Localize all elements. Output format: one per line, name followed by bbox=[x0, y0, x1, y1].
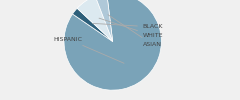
Wedge shape bbox=[64, 0, 161, 90]
Text: BLACK: BLACK bbox=[93, 23, 163, 29]
Wedge shape bbox=[72, 8, 113, 42]
Text: WHITE: WHITE bbox=[99, 18, 163, 38]
Wedge shape bbox=[77, 0, 113, 42]
Wedge shape bbox=[95, 0, 113, 42]
Text: HISPANIC: HISPANIC bbox=[54, 37, 124, 63]
Text: ASIAN: ASIAN bbox=[108, 15, 162, 47]
